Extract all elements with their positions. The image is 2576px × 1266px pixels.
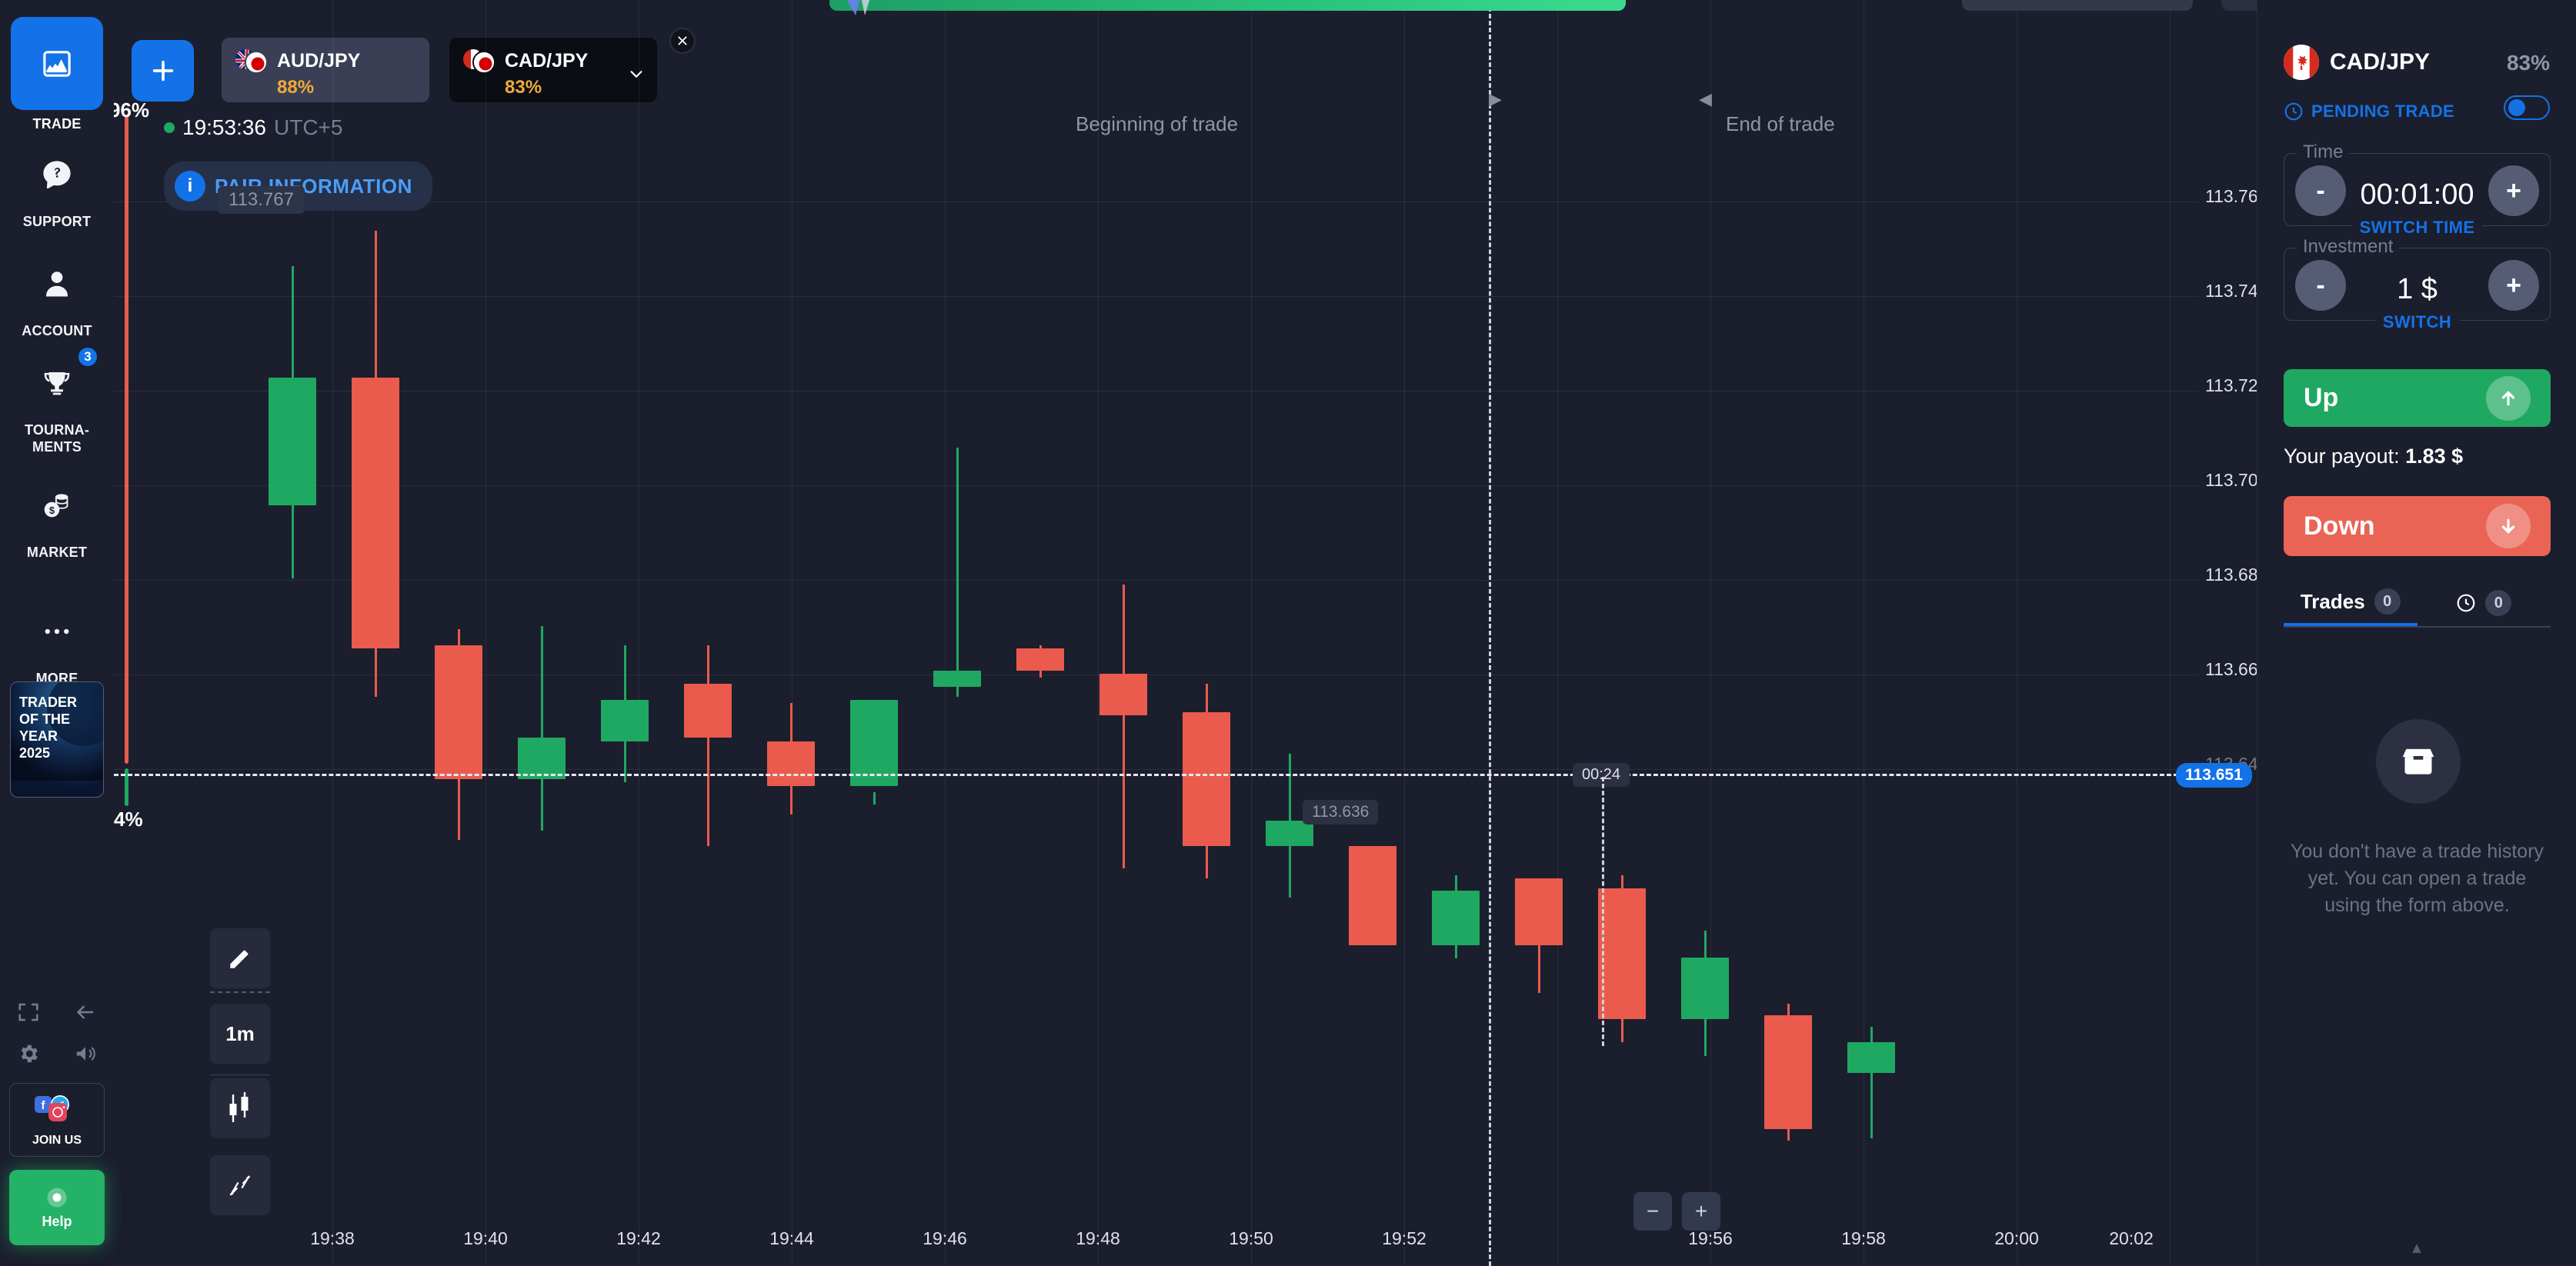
svg-text:$: $ bbox=[49, 505, 55, 516]
